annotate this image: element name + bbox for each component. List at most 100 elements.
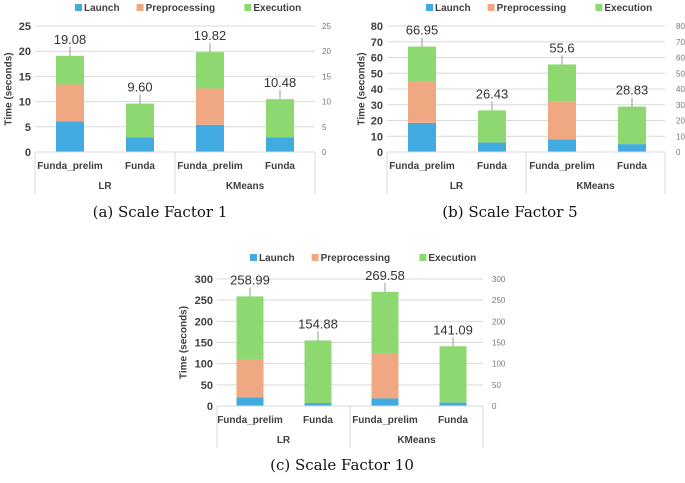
- category-label: Funda_prelim: [217, 415, 283, 426]
- legend-label-preprocessing: Preprocessing: [321, 253, 390, 264]
- total-data-label: 10.48: [264, 75, 297, 90]
- y-tick-label: 60: [371, 53, 383, 65]
- secondary-y-tick-label: 300: [492, 275, 506, 284]
- y-tick-label: 25: [19, 21, 31, 33]
- bar-segment-execution: [548, 64, 576, 102]
- bar-segment-execution: [618, 106, 646, 145]
- bar-segment-execution: [371, 291, 399, 354]
- legend-label-launch: Launch: [259, 253, 295, 264]
- legend-label-preprocessing: Preprocessing: [146, 3, 215, 14]
- y-tick-label: 200: [195, 316, 213, 328]
- category-label: Funda_prelim: [177, 161, 243, 172]
- secondary-y-tick-label: 70: [676, 38, 685, 47]
- legend-swatch-launch: [250, 254, 257, 261]
- bar-segment-preprocessing: [408, 81, 436, 123]
- secondary-y-tick-label: 50: [676, 69, 685, 78]
- total-data-label: 154.88: [298, 316, 338, 331]
- y-tick-label: 50: [371, 68, 383, 80]
- y-tick-label: 20: [371, 116, 383, 128]
- bar-segment-execution: [304, 340, 332, 404]
- total-data-label: 28.83: [616, 83, 649, 98]
- category-label: Funda_prelim: [352, 415, 418, 426]
- total-data-label: 141.09: [433, 322, 473, 337]
- legend-label-preprocessing: Preprocessing: [497, 3, 566, 14]
- secondary-y-tick-label: 5: [322, 123, 327, 132]
- group-label: KMeans: [226, 181, 265, 192]
- bar-segment-launch: [304, 403, 332, 406]
- bar-segment-preprocessing: [236, 359, 264, 398]
- category-label: Funda: [617, 161, 647, 172]
- legend-label-execution: Execution: [253, 3, 301, 14]
- y-tick-label: 0: [25, 147, 31, 159]
- secondary-y-tick-label: 100: [492, 360, 506, 369]
- group-label: LR: [450, 181, 464, 192]
- legend-label-execution: Execution: [604, 3, 652, 14]
- bar-segment-execution: [408, 46, 436, 82]
- bar-segment-launch: [196, 124, 224, 152]
- bar-segment-preprocessing: [371, 353, 399, 399]
- group-label: KMeans: [576, 181, 615, 192]
- total-data-label: 9.60: [127, 80, 152, 95]
- caption-a: (a) Scale Factor 1: [92, 203, 228, 221]
- y-tick-label: 15: [19, 71, 31, 83]
- secondary-y-tick-label: 10: [322, 98, 331, 107]
- y-axis-label: Time (seconds): [4, 52, 15, 125]
- y-tick-label: 0: [377, 147, 383, 159]
- bar-segment-execution: [478, 110, 506, 143]
- category-label: Funda: [125, 161, 155, 172]
- category-label: Funda_prelim: [529, 161, 595, 172]
- legend-swatch-execution: [244, 4, 252, 11]
- category-label: Funda: [438, 415, 468, 426]
- secondary-y-tick-label: 20: [322, 47, 331, 56]
- bar-segment-execution: [236, 296, 264, 360]
- secondary-y-tick-label: 0: [322, 148, 327, 157]
- legend-swatch-execution: [419, 254, 427, 261]
- y-tick-label: 70: [371, 37, 383, 49]
- bar-segment-launch: [548, 139, 576, 152]
- total-data-label: 66.95: [406, 23, 439, 38]
- secondary-y-tick-label: 80: [676, 22, 685, 31]
- bar-segment-launch: [408, 122, 436, 152]
- bar-segment-execution: [439, 346, 467, 403]
- bar-segment-launch: [56, 121, 84, 152]
- legend-swatch-launch: [75, 4, 82, 11]
- category-label: Funda: [477, 161, 507, 172]
- y-tick-label: 20: [19, 46, 31, 58]
- secondary-y-tick-label: 15: [322, 72, 331, 81]
- secondary-y-tick-label: 0: [492, 402, 497, 411]
- secondary-y-tick-label: 250: [492, 296, 506, 305]
- legend-label-launch: Launch: [435, 3, 471, 14]
- category-label: Funda_prelim: [37, 161, 103, 172]
- category-label: Funda: [303, 415, 333, 426]
- total-data-label: 269.58: [365, 268, 405, 283]
- bar-segment-preprocessing: [196, 88, 224, 125]
- secondary-y-tick-label: 50: [492, 381, 501, 390]
- legend-swatch-launch: [426, 4, 433, 11]
- bar-segment-launch: [126, 137, 154, 152]
- total-data-label: 19.82: [194, 28, 227, 43]
- y-tick-label: 300: [195, 274, 213, 286]
- secondary-y-tick-label: 25: [322, 22, 331, 31]
- legend-swatch-execution: [595, 4, 603, 11]
- y-tick-label: 50: [201, 380, 213, 392]
- y-axis-label: Time (seconds): [357, 52, 368, 125]
- bar-segment-launch: [478, 142, 506, 152]
- caption-b: (b) Scale Factor 5: [442, 203, 578, 221]
- bar-segment-execution: [266, 99, 294, 138]
- bar-segment-launch: [618, 144, 646, 152]
- bar-segment-execution: [56, 55, 84, 85]
- legend-label-execution: Execution: [428, 253, 476, 264]
- y-tick-label: 40: [371, 84, 383, 96]
- y-tick-label: 10: [371, 131, 383, 143]
- total-data-label: 258.99: [230, 272, 270, 287]
- legend-swatch-preprocessing: [487, 4, 495, 11]
- legend-swatch-preprocessing: [311, 254, 319, 261]
- category-label: Funda_prelim: [389, 161, 455, 172]
- category-label: Funda: [265, 161, 295, 172]
- bar-segment-launch: [236, 397, 264, 406]
- caption-c: (c) Scale Factor 10: [270, 456, 414, 474]
- total-data-label: 26.43: [476, 86, 509, 101]
- secondary-y-tick-label: 30: [676, 101, 685, 110]
- y-tick-label: 5: [25, 122, 31, 134]
